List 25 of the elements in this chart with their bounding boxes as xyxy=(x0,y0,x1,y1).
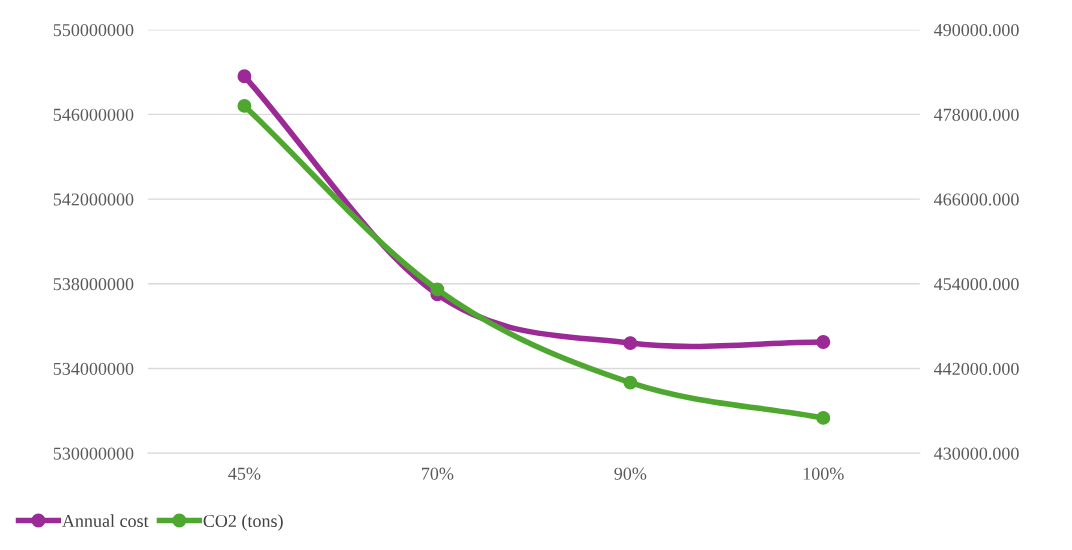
y2-tick-label: 442000.000 xyxy=(934,362,1019,376)
point xyxy=(816,335,831,349)
point xyxy=(623,336,638,351)
y2-tick-label: 430000.000 xyxy=(934,447,1019,460)
y-tick-label: 546000000 xyxy=(53,108,134,121)
x-tick-label: 100% xyxy=(803,467,844,480)
point xyxy=(816,410,831,425)
legend-label: CO2 (tons) xyxy=(203,514,283,531)
point xyxy=(237,69,252,84)
y2-tick-label: 454000.000 xyxy=(934,278,1019,291)
y-tick-label: 530000000 xyxy=(53,447,134,460)
y2-tick-label: 478000.000 xyxy=(934,108,1019,121)
y2-tick-label: 490000.000 xyxy=(934,23,1019,37)
y-tick-label: 534000000 xyxy=(53,362,134,375)
x-tick-label: 70% xyxy=(422,467,454,480)
y-tick-label: 542000000 xyxy=(53,193,134,206)
point xyxy=(430,282,445,297)
y-tick-label: 550000000 xyxy=(53,23,134,37)
point xyxy=(237,98,252,113)
point xyxy=(623,375,638,390)
y2-tick-label: 466000.000 xyxy=(934,193,1019,206)
legend-label: Annual cost xyxy=(62,514,149,528)
x-tick-label: 90% xyxy=(614,467,647,480)
y-tick-label: 538000000 xyxy=(53,278,134,291)
x-tick-label: 45% xyxy=(228,467,261,480)
